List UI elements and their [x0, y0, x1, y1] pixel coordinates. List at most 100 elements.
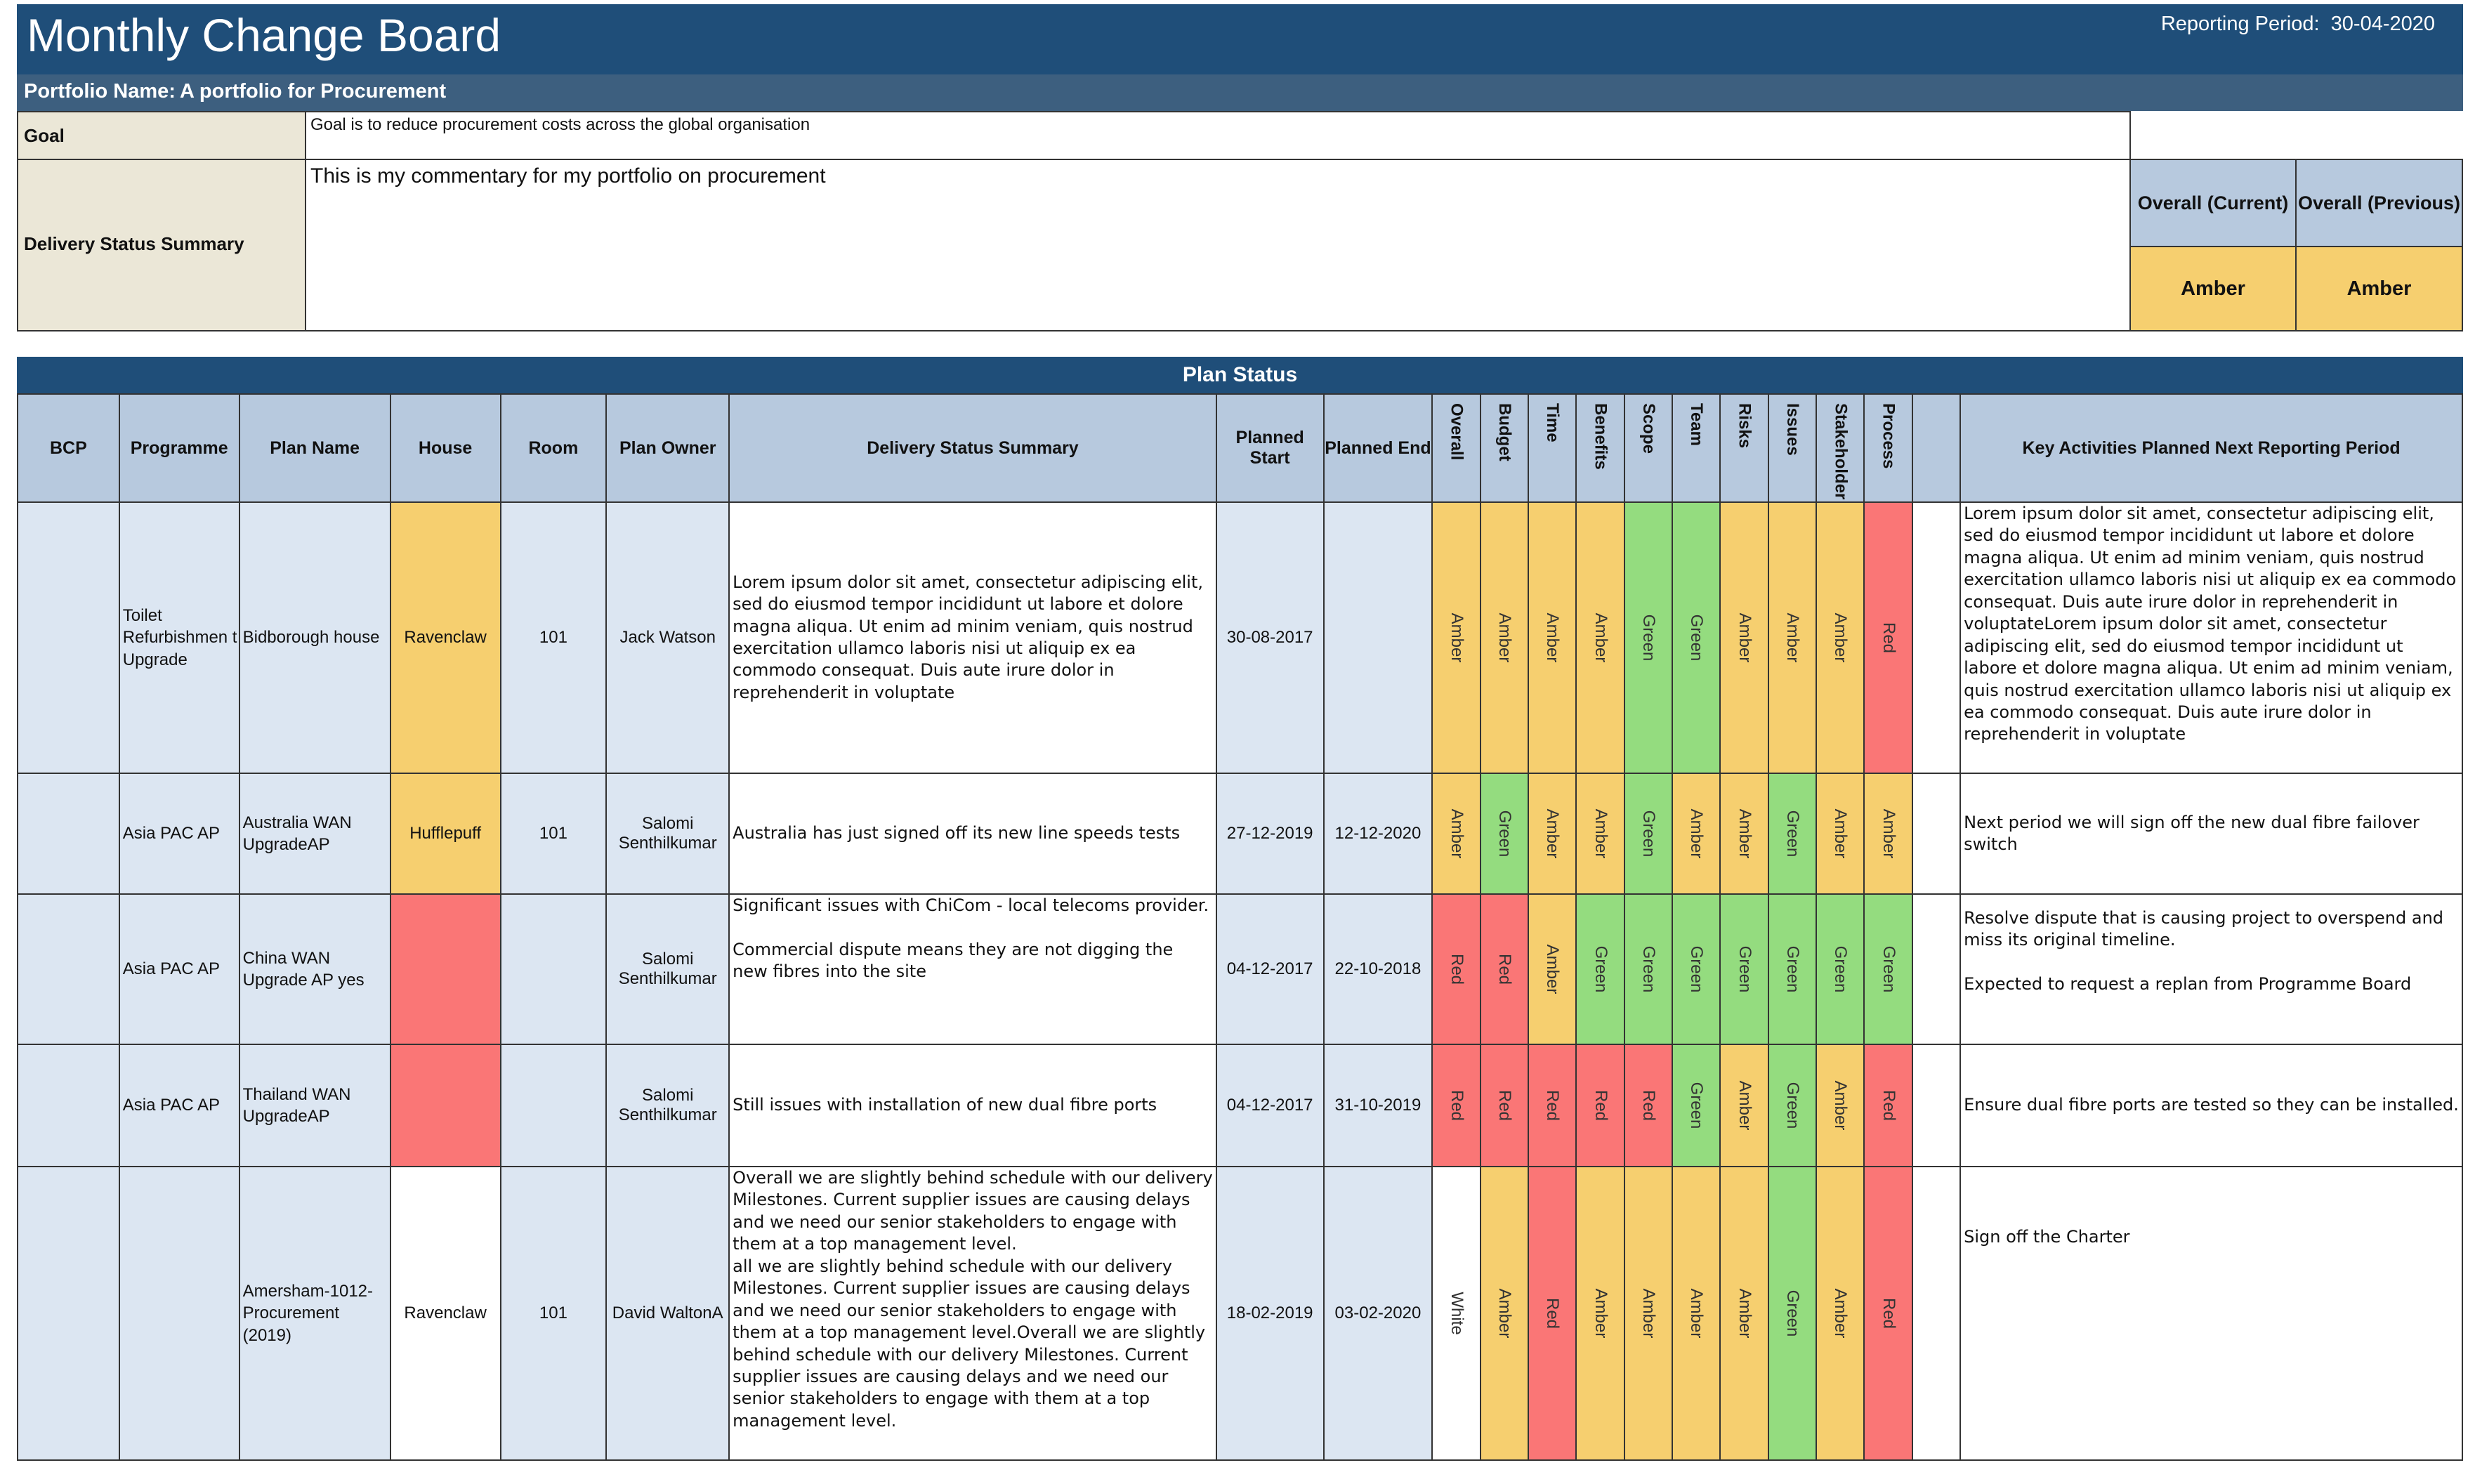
cell-house[interactable] [389, 893, 501, 1045]
cell-planned-start[interactable]: 04-12-2017 [1215, 893, 1325, 1045]
cell-planned-end[interactable]: 12-12-2020 [1322, 773, 1433, 895]
cell-rag-benefits[interactable]: Green [1575, 893, 1625, 1045]
cell-plan-owner[interactable]: Jack Watson [605, 501, 730, 774]
cell-plan-owner[interactable]: Salomi Senthilkumar [605, 1044, 730, 1167]
cell-rag-process[interactable]: Red [1863, 1166, 1913, 1461]
cell-house[interactable] [389, 1044, 501, 1167]
cell-rag-budget[interactable]: Red [1479, 1044, 1530, 1167]
cell-rag-team[interactable]: Amber [1672, 773, 1721, 895]
cell-rag-benefits[interactable]: Red [1575, 1044, 1625, 1167]
cell-house[interactable]: Ravenclaw [389, 1166, 501, 1461]
col-bcp[interactable]: BCP [17, 393, 120, 503]
cell-rag-risks[interactable]: Green [1719, 893, 1769, 1045]
col-issues[interactable]: Issues [1767, 393, 1818, 503]
cell-rag-overall[interactable]: Red [1431, 893, 1481, 1045]
col-plan-owner[interactable]: Plan Owner [605, 393, 730, 503]
cell-rag-overall[interactable]: Amber [1431, 773, 1481, 895]
cell-rag-benefits[interactable]: Amber [1575, 1166, 1625, 1461]
cell-plan-name[interactable]: Australia WAN UpgradeAP [238, 773, 391, 895]
cell-delivery-status-summary[interactable]: Overall we are slightly behind schedule … [728, 1166, 1217, 1461]
cell-rag-issues[interactable]: Green [1767, 773, 1818, 895]
cell-planned-start[interactable]: 27-12-2019 [1215, 773, 1325, 895]
cell-planned-end[interactable]: 03-02-2020 [1322, 1166, 1433, 1461]
cell-plan-owner[interactable]: Salomi Senthilkumar [605, 893, 730, 1045]
cell-room[interactable] [499, 893, 608, 1045]
table-row[interactable]: Asia PAC AP Thailand WAN UpgradeAP Salomi … [17, 1044, 2463, 1167]
cell-rag-scope[interactable]: Green [1623, 501, 1674, 774]
cell-rag-stakeholder[interactable]: Amber [1816, 501, 1865, 774]
cell-rag-issues[interactable]: Amber [1767, 501, 1818, 774]
col-time[interactable]: Time [1528, 393, 1577, 503]
cell-rag-stakeholder[interactable]: Green [1816, 893, 1865, 1045]
col-team[interactable]: Team [1672, 393, 1721, 503]
cell-rag-scope[interactable]: Green [1623, 893, 1674, 1045]
cell-room[interactable]: 101 [499, 773, 608, 895]
cell-programme[interactable]: Asia PAC AP [118, 773, 240, 895]
cell-plan-name[interactable]: Amersham-1012-Procurement (2019) [238, 1166, 391, 1461]
cell-key-activities[interactable]: Next period we will sign off the new dua… [1959, 773, 2463, 895]
col-scope[interactable]: Scope [1623, 393, 1674, 503]
cell-rag-team[interactable]: Green [1672, 893, 1721, 1045]
cell-bcp[interactable] [17, 501, 120, 774]
col-planned-start[interactable]: Planned Start [1215, 393, 1325, 503]
cell-plan-name[interactable]: China WAN Upgrade AP yes [238, 893, 391, 1045]
cell-rag-budget[interactable]: Red [1479, 893, 1530, 1045]
col-benefits[interactable]: Benefits [1575, 393, 1625, 503]
cell-rag-issues[interactable]: Green [1767, 1044, 1818, 1167]
cell-key-activities[interactable]: Sign off the Charter [1959, 1166, 2463, 1461]
cell-plan-name[interactable]: Bidborough house [238, 501, 391, 774]
cell-rag-process[interactable]: Green [1863, 893, 1913, 1045]
cell-delivery-status-summary[interactable]: Lorem ipsum dolor sit amet, consectetur … [728, 501, 1217, 774]
col-overall[interactable]: Overall [1431, 393, 1481, 503]
cell-bcp[interactable] [17, 893, 120, 1045]
col-process[interactable]: Process [1863, 393, 1913, 503]
col-plan-name[interactable]: Plan Name [238, 393, 391, 503]
cell-rag-risks[interactable]: Amber [1719, 1166, 1769, 1461]
cell-rag-overall[interactable]: Red [1431, 1044, 1481, 1167]
cell-rag-process[interactable]: Amber [1863, 773, 1913, 895]
cell-key-activities[interactable]: Resolve dispute that is causing project … [1959, 893, 2463, 1045]
cell-rag-stakeholder[interactable]: Amber [1816, 1044, 1865, 1167]
col-delivery-status-summary[interactable]: Delivery Status Summary [728, 393, 1217, 503]
col-risks[interactable]: Risks [1719, 393, 1769, 503]
cell-bcp[interactable] [17, 773, 120, 895]
cell-programme[interactable]: Toilet Refurbishmen t Upgrade [118, 501, 240, 774]
cell-planned-end[interactable]: 31-10-2019 [1322, 1044, 1433, 1167]
cell-bcp[interactable] [17, 1166, 120, 1461]
cell-rag-budget[interactable]: Amber [1479, 501, 1530, 774]
cell-programme[interactable]: Asia PAC AP [118, 1044, 240, 1167]
table-row[interactable]: Toilet Refurbishmen t Upgrade Bidborough … [17, 501, 2463, 774]
cell-rag-issues[interactable]: Green [1767, 1166, 1818, 1461]
col-planned-end[interactable]: Planned End [1322, 393, 1433, 503]
cell-planned-end[interactable] [1322, 501, 1433, 774]
cell-plan-name[interactable]: Thailand WAN UpgradeAP [238, 1044, 391, 1167]
cell-rag-stakeholder[interactable]: Amber [1816, 773, 1865, 895]
cell-planned-start[interactable]: 04-12-2017 [1215, 1044, 1325, 1167]
cell-rag-benefits[interactable]: Amber [1575, 773, 1625, 895]
cell-plan-owner[interactable]: David WaltonA [605, 1166, 730, 1461]
cell-rag-overall[interactable]: Amber [1431, 501, 1481, 774]
cell-planned-start[interactable]: 30-08-2017 [1215, 501, 1325, 774]
col-house[interactable]: House [389, 393, 501, 503]
col-budget[interactable]: Budget [1479, 393, 1530, 503]
table-row[interactable]: Asia PAC AP Australia WAN UpgradeAP Huffle… [17, 773, 2463, 895]
delivery-status-text-cell[interactable]: This is my commentary for my portfolio o… [305, 159, 2131, 331]
cell-rag-time[interactable]: Amber [1528, 893, 1577, 1045]
cell-rag-scope[interactable]: Red [1623, 1044, 1674, 1167]
cell-planned-start[interactable]: 18-02-2019 [1215, 1166, 1325, 1461]
cell-rag-scope[interactable]: Amber [1623, 1166, 1674, 1461]
cell-rag-risks[interactable]: Amber [1719, 501, 1769, 774]
cell-rag-time[interactable]: Amber [1528, 773, 1577, 895]
goal-text-cell[interactable]: Goal is to reduce procurement costs acro… [305, 111, 2131, 160]
cell-rag-process[interactable]: Red [1863, 1044, 1913, 1167]
cell-rag-time[interactable]: Red [1528, 1166, 1577, 1461]
cell-key-activities[interactable]: Lorem ipsum dolor sit amet, consectetur … [1959, 501, 2463, 774]
cell-rag-budget[interactable]: Green [1479, 773, 1530, 895]
col-stakeholder[interactable]: Stakeholder [1816, 393, 1865, 503]
cell-planned-end[interactable]: 22-10-2018 [1322, 893, 1433, 1045]
overall-current-status[interactable]: Amber [2129, 246, 2297, 331]
cell-key-activities[interactable]: Ensure dual fibre ports are tested so th… [1959, 1044, 2463, 1167]
cell-delivery-status-summary[interactable]: Australia has just signed off its new li… [728, 773, 1217, 895]
overall-previous-status[interactable]: Amber [2295, 246, 2463, 331]
cell-programme[interactable] [118, 1166, 240, 1461]
